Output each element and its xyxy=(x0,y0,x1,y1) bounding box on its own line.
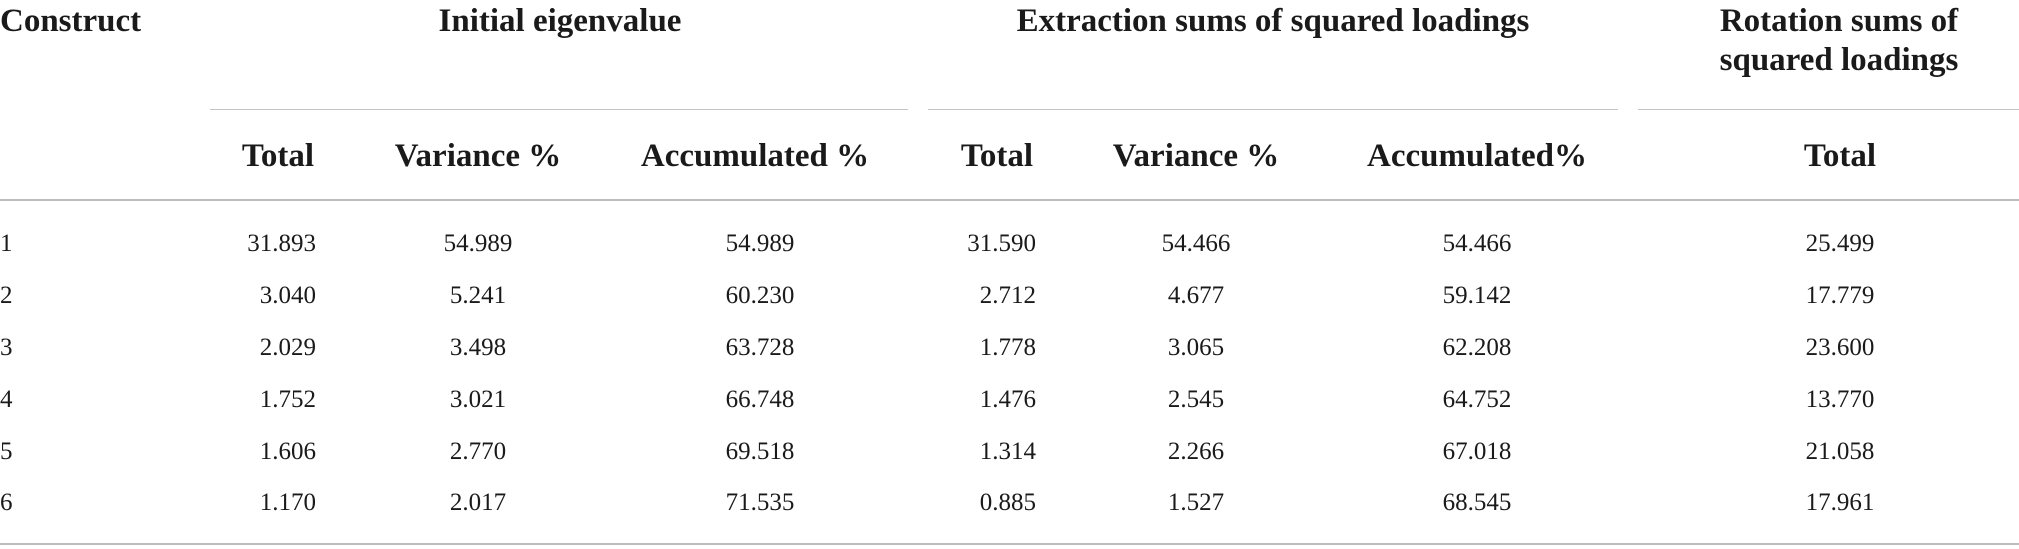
subheader-ex-variance: Variance % xyxy=(1112,138,1280,174)
header-rotation-line1: Rotation sums of xyxy=(1719,3,1959,39)
cell-ie-variance: 3.498 xyxy=(449,334,507,361)
cell-rot-total: 13.770 xyxy=(1805,386,1875,413)
cell-ie-total: 2.029 xyxy=(259,334,316,361)
subheader-rotation-total: Total xyxy=(1803,138,1877,174)
cell-ie-variance: 2.017 xyxy=(449,489,507,516)
rule-extraction xyxy=(928,109,1618,110)
cell-ex-total: 0.885 xyxy=(979,489,1036,516)
cell-construct: 3 xyxy=(0,334,13,361)
cell-ie-total: 31.893 xyxy=(247,230,316,257)
cell-construct: 6 xyxy=(0,489,13,516)
rule-rotation xyxy=(1638,109,2019,110)
cell-ex-total: 1.314 xyxy=(979,438,1036,465)
cell-ex-accumulated: 64.752 xyxy=(1442,386,1512,413)
rule-header-bottom xyxy=(0,199,2019,201)
subheader-ie-total: Total xyxy=(241,138,315,174)
cell-ex-accumulated: 62.208 xyxy=(1442,334,1512,361)
header-rotation-line2: squared loadings xyxy=(1719,42,1959,78)
header-extraction-sums: Extraction sums of squared loadings xyxy=(1016,3,1530,39)
cell-ex-total: 31.590 xyxy=(967,230,1036,257)
header-initial-eigenvalue: Initial eigenvalue xyxy=(438,3,682,39)
cell-rot-total: 17.961 xyxy=(1805,489,1875,516)
cell-ie-accumulated: 63.728 xyxy=(725,334,795,361)
cell-rot-total: 25.499 xyxy=(1805,230,1875,257)
rule-initial-eigenvalue xyxy=(210,109,908,110)
cell-ex-variance: 2.545 xyxy=(1167,386,1225,413)
rule-table-bottom xyxy=(0,543,2019,545)
subheader-ie-accumulated: Accumulated % xyxy=(640,138,870,174)
cell-ie-accumulated: 66.748 xyxy=(725,386,795,413)
cell-ie-variance: 3.021 xyxy=(449,386,507,413)
cell-ie-variance: 2.770 xyxy=(449,438,507,465)
cell-construct: 2 xyxy=(0,282,13,309)
subheader-ex-accumulated: Accumulated% xyxy=(1367,138,1587,174)
cell-ex-variance: 4.677 xyxy=(1167,282,1225,309)
cell-ex-accumulated: 68.545 xyxy=(1442,489,1512,516)
cell-rot-total: 17.779 xyxy=(1805,282,1875,309)
header-construct: Construct xyxy=(0,3,142,39)
cell-ex-accumulated: 54.466 xyxy=(1442,230,1512,257)
cell-construct: 1 xyxy=(0,230,13,257)
cell-ex-total: 2.712 xyxy=(979,282,1036,309)
cell-ie-variance: 5.241 xyxy=(449,282,507,309)
cell-ex-variance: 2.266 xyxy=(1167,438,1225,465)
cell-rot-total: 23.600 xyxy=(1805,334,1875,361)
cell-ex-accumulated: 67.018 xyxy=(1442,438,1512,465)
cell-construct: 5 xyxy=(0,438,13,465)
cell-ex-total: 1.778 xyxy=(979,334,1036,361)
cell-ie-accumulated: 60.230 xyxy=(725,282,795,309)
subheader-ex-total: Total xyxy=(960,138,1034,174)
cell-ie-accumulated: 71.535 xyxy=(725,489,795,516)
cell-ie-accumulated: 54.989 xyxy=(725,230,795,257)
cell-ex-variance: 54.466 xyxy=(1161,230,1231,257)
cell-rot-total: 21.058 xyxy=(1805,438,1875,465)
cell-ex-variance: 1.527 xyxy=(1167,489,1225,516)
cell-ie-total: 1.752 xyxy=(259,386,316,413)
cell-ie-total: 1.606 xyxy=(259,438,316,465)
cell-construct: 4 xyxy=(0,386,13,413)
cell-ie-accumulated: 69.518 xyxy=(725,438,795,465)
cell-ex-variance: 3.065 xyxy=(1167,334,1225,361)
cell-ex-accumulated: 59.142 xyxy=(1442,282,1512,309)
header-rotation-sums: Rotation sums of squared loadings xyxy=(1720,2,1959,80)
cell-ie-variance: 54.989 xyxy=(443,230,513,257)
subheader-ie-variance: Variance % xyxy=(394,138,562,174)
cell-ie-total: 3.040 xyxy=(259,282,316,309)
cell-ex-total: 1.476 xyxy=(979,386,1036,413)
cell-ie-total: 1.170 xyxy=(259,489,316,516)
